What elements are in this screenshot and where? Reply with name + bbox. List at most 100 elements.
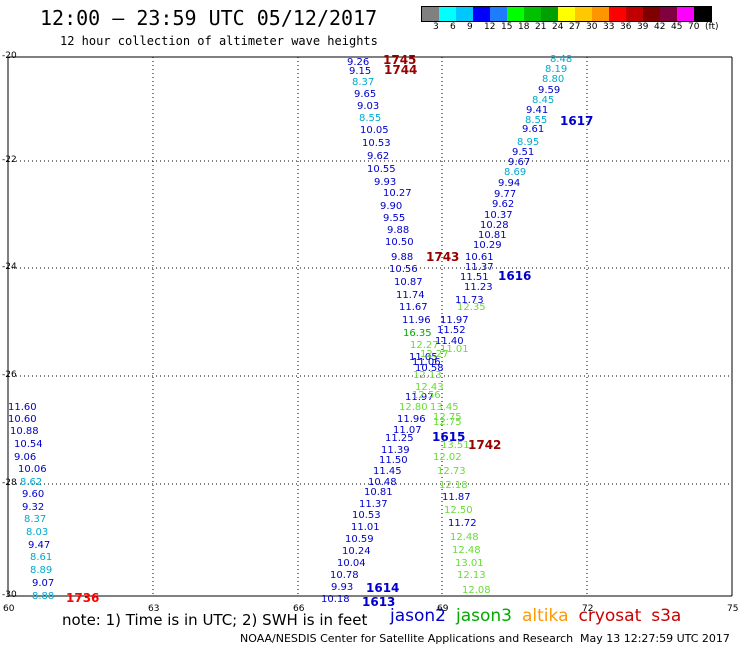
pass-time-label: 1742 xyxy=(468,438,501,452)
wave-height-label: 9.62 xyxy=(367,151,389,162)
wave-height-label: 12.56 xyxy=(412,390,441,401)
wave-height-label: 11.01 xyxy=(351,522,380,533)
wave-height-label: 11.51 xyxy=(460,272,489,283)
satellite-label-jason3: jason3 xyxy=(456,606,512,626)
legend-label: 39 xyxy=(637,22,649,32)
wave-height-label: 12.08 xyxy=(462,585,491,596)
satellite-label-s3a: s3a xyxy=(651,606,682,626)
wave-height-label: 11.97 xyxy=(440,315,469,326)
wave-height-label: 9.59 xyxy=(538,85,560,96)
wave-height-label: 9.77 xyxy=(494,189,516,200)
legend-swatch xyxy=(507,7,524,21)
legend-label: 36 xyxy=(620,22,632,32)
legend-swatch xyxy=(439,7,456,21)
pass-time-label: 1613 xyxy=(362,595,395,609)
wave-height-label: 9.65 xyxy=(354,89,376,100)
lat-label: -20 xyxy=(2,51,17,61)
wave-height-label: 9.32 xyxy=(22,502,44,513)
legend-label: 18 xyxy=(518,22,530,32)
wave-height-label: 10.78 xyxy=(330,570,359,581)
legend-label: 12 xyxy=(484,22,496,32)
wave-height-label: 8.69 xyxy=(504,167,526,178)
wave-height-label: 10.60 xyxy=(8,414,37,425)
wave-height-label: 12.73 xyxy=(437,466,466,477)
wave-height-label: 9.90 xyxy=(380,201,402,212)
wave-height-label: 8.45 xyxy=(532,95,554,106)
pass-time-label: 1736 xyxy=(66,591,99,605)
wave-height-label: 8.37 xyxy=(352,77,374,88)
pass-time-label: 1745 xyxy=(383,53,416,67)
legend-swatch xyxy=(575,7,592,21)
wave-height-label: 11.37 xyxy=(465,262,494,273)
wave-height-label: 10.28 xyxy=(480,220,509,231)
wave-height-label: 11.60 xyxy=(8,402,37,413)
wave-height-label: 9.41 xyxy=(526,105,548,116)
wave-height-label: 10.81 xyxy=(478,230,507,241)
page-title: 12:00 – 23:59 UTC 05/12/2017 xyxy=(40,6,378,30)
pass-time-label: 1616 xyxy=(498,269,531,283)
legend-swatch xyxy=(422,7,439,21)
legend-label: 42 xyxy=(654,22,666,32)
wave-height-label: 10.27 xyxy=(383,188,412,199)
pass-time-label: 1743 xyxy=(426,250,459,264)
wave-height-label: 8.55 xyxy=(525,115,547,126)
wave-height-label: 10.88 xyxy=(10,426,39,437)
legend-label: 3 xyxy=(433,22,439,32)
wave-height-label: 11.74 xyxy=(396,290,425,301)
legend-swatch xyxy=(643,7,660,21)
legend-label: 30 xyxy=(586,22,598,32)
wave-height-label: 10.58 xyxy=(415,363,444,374)
wave-height-label: 9.93 xyxy=(331,582,353,593)
wave-height-label: 8.95 xyxy=(517,137,539,148)
wave-height-label: 11.06 xyxy=(412,357,441,368)
wave-height-label: 12.48 xyxy=(450,532,479,543)
wave-height-label: 9.07 xyxy=(32,578,54,589)
wave-height-label: 8.37 xyxy=(24,514,46,525)
wave-height-label: 13.51 xyxy=(441,440,470,451)
legend-swatch xyxy=(694,7,711,21)
wave-height-label: 9.51 xyxy=(512,147,534,158)
wave-height-label: 11.72 xyxy=(448,518,477,529)
wave-height-label: 10.61 xyxy=(465,252,494,263)
wave-height-label: 11.05 xyxy=(409,352,438,363)
wave-height-label: 12.48 xyxy=(452,545,481,556)
wave-height-label: 10.18 xyxy=(321,594,350,605)
legend-label: 33 xyxy=(603,22,615,32)
wave-height-label: 8.62 xyxy=(20,477,42,488)
legend-swatch xyxy=(660,7,677,21)
legend-swatch xyxy=(490,7,507,21)
lat-label: -22 xyxy=(2,155,17,165)
wave-height-label: 12.43 xyxy=(415,382,444,393)
wave-height-label: 8.19 xyxy=(545,64,567,75)
lon-label: 60 xyxy=(3,604,15,614)
satellite-label-cryosat: cryosat xyxy=(578,606,642,626)
wave-height-label: 12.27 xyxy=(420,349,449,360)
wave-height-label: 11.97 xyxy=(405,392,434,403)
wave-height-label: 11.96 xyxy=(402,315,431,326)
footer-timestamp: May 13 12:27:59 UTC 2017 xyxy=(580,632,730,645)
lon-label: 66 xyxy=(293,604,305,614)
wave-height-label: 10.59 xyxy=(345,534,374,545)
legend-swatch xyxy=(592,7,609,21)
wave-height-label: 10.53 xyxy=(352,510,381,521)
wave-height-label: 8.55 xyxy=(359,113,381,124)
wave-height-label: 9.94 xyxy=(498,178,520,189)
footer-credit: NOAA/NESDIS Center for Satellite Applica… xyxy=(240,632,574,645)
wave-height-label: 9.67 xyxy=(508,157,530,168)
wave-height-label: 12.75 xyxy=(433,417,462,428)
wave-height-label: 11.87 xyxy=(442,492,471,503)
wave-height-label: 13.45 xyxy=(430,402,459,413)
wave-height-label: 11.07 xyxy=(393,425,422,436)
wave-height-label: 10.05 xyxy=(360,125,389,136)
wave-height-label: 8.61 xyxy=(30,552,52,563)
wave-height-label: 12.02 xyxy=(433,452,462,463)
wave-height-label: 11.39 xyxy=(381,445,410,456)
wave-height-label: 11.73 xyxy=(455,295,484,306)
wave-height-label: 12.13 xyxy=(413,370,442,381)
wave-height-label: 10.55 xyxy=(367,164,396,175)
lon-label: 72 xyxy=(582,604,594,614)
wave-height-label: 12.80 xyxy=(399,402,428,413)
legend-swatch xyxy=(677,7,694,21)
satellite-label-altika: altika xyxy=(522,606,569,626)
wave-height-label: 11.01 xyxy=(440,344,469,355)
